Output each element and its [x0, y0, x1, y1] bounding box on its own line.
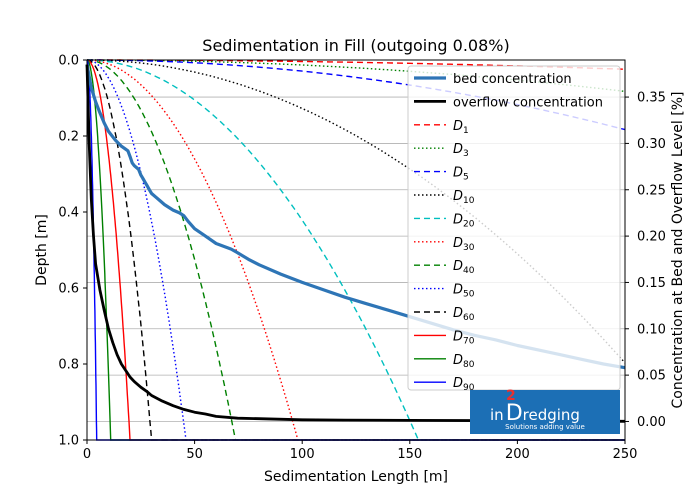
- series-line-d50: [86, 59, 625, 441]
- logo-background: [470, 390, 620, 434]
- legend-label: overflow concentration: [453, 95, 603, 110]
- legend-label: bed concentration: [453, 72, 572, 87]
- y-tick-label: 0.0: [58, 54, 79, 69]
- legend-label: D70: [453, 329, 475, 346]
- legend-label: D90: [453, 376, 475, 393]
- series-line-d80: [86, 59, 625, 441]
- x-axis-label: Sedimentation Length [m]: [264, 469, 448, 485]
- legend-label: D1: [453, 119, 469, 136]
- legend-label: D10: [453, 189, 475, 206]
- x-tick-label: 0: [83, 447, 91, 462]
- chart-title: Sedimentation in Fill (outgoing 0.08%): [202, 36, 509, 55]
- in2dredging-logo: inDredging 2 Solutions adding value: [470, 388, 620, 434]
- y2-tick-label: 0.15: [637, 276, 666, 291]
- x-tick-label: 50: [186, 447, 203, 462]
- x-tick-label: 100: [290, 447, 315, 462]
- axes: 0 50 100 150 200 250 0.0 0.2 0.4 0.6 0.8 1.0 0.00 0.0…: [58, 54, 666, 463]
- y2-tick-label: 0.10: [637, 322, 666, 337]
- series-line-d60: [86, 59, 625, 441]
- legend-label: D3: [453, 142, 469, 159]
- logo-wordmark: inDredging: [490, 401, 580, 426]
- legend-label: D50: [453, 283, 475, 300]
- y2-axis-label: Concentration at Bed and Overflow Level …: [670, 92, 686, 409]
- x-tick-label: 150: [397, 447, 422, 462]
- y2-tick-label: 0.05: [637, 369, 666, 384]
- y-tick-label: 1.0: [58, 434, 79, 449]
- y2-tick-label: 0.35: [637, 91, 666, 106]
- y-tick-label: 0.4: [58, 206, 79, 221]
- y2-tick-label: 0.20: [637, 230, 666, 245]
- legend-label: D5: [453, 166, 469, 183]
- logo-superscript: 2: [506, 388, 516, 404]
- y-tick-label: 0.2: [58, 130, 79, 145]
- legend: bed concentration overflow concentration D…: [407, 65, 621, 393]
- series-line-overflow-concentration: [85, 64, 626, 423]
- logo-tagline: Solutions adding value: [505, 423, 585, 431]
- legend-label: D80: [453, 353, 475, 370]
- y-tick-label: 0.8: [58, 358, 79, 373]
- y2-tick-label: 0.00: [637, 415, 666, 430]
- x-tick-label: 200: [505, 447, 530, 462]
- legend-box: [407, 65, 621, 391]
- plot-frame: [86, 59, 626, 441]
- y2-tick-label: 0.25: [637, 183, 666, 198]
- x-tick-label: 250: [613, 447, 638, 462]
- legend-label: D20: [453, 212, 475, 229]
- series-line-d20: [86, 59, 625, 441]
- legend-label: D60: [453, 306, 475, 323]
- legend-label: D40: [453, 259, 475, 276]
- legend-label: D30: [453, 236, 475, 253]
- series-line-d70: [86, 59, 625, 441]
- y-axis-label: Depth [m]: [34, 214, 50, 286]
- y2-tick-label: 0.30: [637, 137, 666, 152]
- y-tick-label: 0.6: [58, 282, 79, 297]
